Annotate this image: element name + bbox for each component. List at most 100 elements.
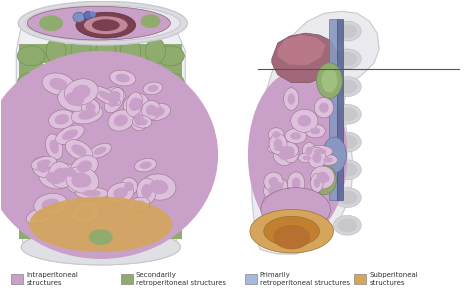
Ellipse shape bbox=[130, 108, 148, 131]
Ellipse shape bbox=[333, 215, 361, 235]
Ellipse shape bbox=[132, 115, 152, 128]
Ellipse shape bbox=[77, 206, 93, 218]
Ellipse shape bbox=[310, 166, 335, 189]
Ellipse shape bbox=[321, 171, 332, 186]
Ellipse shape bbox=[145, 103, 171, 120]
Ellipse shape bbox=[17, 73, 45, 93]
Ellipse shape bbox=[337, 52, 357, 66]
Text: Subperitoneal
structures: Subperitoneal structures bbox=[369, 272, 418, 285]
Ellipse shape bbox=[319, 103, 328, 113]
Ellipse shape bbox=[49, 162, 73, 188]
Ellipse shape bbox=[268, 186, 277, 196]
Text: Secondarily
retroperitoneal structures: Secondarily retroperitoneal structures bbox=[136, 272, 226, 285]
Ellipse shape bbox=[71, 201, 100, 224]
Ellipse shape bbox=[29, 197, 173, 252]
Ellipse shape bbox=[269, 134, 287, 154]
Ellipse shape bbox=[49, 78, 67, 90]
Ellipse shape bbox=[33, 210, 50, 220]
Ellipse shape bbox=[314, 97, 334, 118]
Ellipse shape bbox=[129, 98, 143, 111]
Ellipse shape bbox=[274, 182, 283, 190]
Ellipse shape bbox=[134, 113, 144, 126]
Ellipse shape bbox=[317, 172, 328, 183]
Ellipse shape bbox=[337, 80, 357, 94]
Ellipse shape bbox=[94, 147, 106, 155]
Ellipse shape bbox=[302, 156, 311, 160]
Ellipse shape bbox=[123, 93, 148, 116]
Ellipse shape bbox=[130, 97, 139, 111]
Text: Intraperitoneal
structures: Intraperitoneal structures bbox=[26, 272, 78, 285]
Ellipse shape bbox=[36, 159, 51, 167]
Ellipse shape bbox=[266, 199, 274, 207]
Polygon shape bbox=[278, 35, 326, 65]
Ellipse shape bbox=[55, 125, 84, 144]
Ellipse shape bbox=[337, 191, 357, 204]
Ellipse shape bbox=[274, 225, 310, 249]
Ellipse shape bbox=[27, 6, 170, 40]
Ellipse shape bbox=[302, 142, 316, 159]
Ellipse shape bbox=[116, 74, 130, 83]
Ellipse shape bbox=[65, 167, 93, 193]
Ellipse shape bbox=[337, 24, 357, 38]
Polygon shape bbox=[252, 11, 379, 254]
Ellipse shape bbox=[156, 180, 184, 200]
Ellipse shape bbox=[281, 146, 292, 154]
Ellipse shape bbox=[39, 167, 69, 189]
Ellipse shape bbox=[314, 178, 320, 188]
Ellipse shape bbox=[113, 187, 128, 199]
Ellipse shape bbox=[90, 11, 96, 17]
Ellipse shape bbox=[61, 167, 77, 177]
Ellipse shape bbox=[156, 100, 184, 119]
FancyBboxPatch shape bbox=[354, 274, 366, 284]
Ellipse shape bbox=[65, 167, 99, 193]
Ellipse shape bbox=[17, 180, 45, 200]
Ellipse shape bbox=[143, 82, 163, 95]
Ellipse shape bbox=[141, 174, 176, 200]
Ellipse shape bbox=[333, 160, 361, 180]
Ellipse shape bbox=[317, 63, 342, 98]
Ellipse shape bbox=[337, 135, 357, 149]
Ellipse shape bbox=[337, 218, 357, 232]
Ellipse shape bbox=[273, 131, 280, 138]
Ellipse shape bbox=[76, 12, 136, 38]
Polygon shape bbox=[19, 44, 182, 63]
Ellipse shape bbox=[273, 139, 283, 149]
Ellipse shape bbox=[72, 173, 87, 188]
Ellipse shape bbox=[128, 197, 149, 212]
Ellipse shape bbox=[49, 140, 59, 154]
Ellipse shape bbox=[98, 91, 114, 101]
Polygon shape bbox=[19, 46, 43, 239]
Ellipse shape bbox=[274, 146, 288, 151]
Ellipse shape bbox=[114, 115, 128, 126]
FancyBboxPatch shape bbox=[11, 274, 23, 284]
Ellipse shape bbox=[248, 71, 347, 239]
Ellipse shape bbox=[34, 193, 67, 216]
Ellipse shape bbox=[17, 126, 45, 146]
Ellipse shape bbox=[82, 99, 100, 116]
Ellipse shape bbox=[308, 148, 326, 168]
Ellipse shape bbox=[141, 14, 161, 28]
Ellipse shape bbox=[120, 178, 138, 195]
Ellipse shape bbox=[149, 180, 168, 194]
Ellipse shape bbox=[269, 177, 278, 187]
Ellipse shape bbox=[298, 153, 316, 163]
Ellipse shape bbox=[73, 173, 91, 187]
Polygon shape bbox=[272, 33, 337, 83]
Ellipse shape bbox=[312, 153, 321, 163]
Ellipse shape bbox=[151, 107, 165, 117]
Ellipse shape bbox=[26, 206, 57, 224]
Ellipse shape bbox=[298, 204, 312, 222]
Ellipse shape bbox=[49, 110, 75, 129]
Ellipse shape bbox=[139, 162, 152, 169]
Ellipse shape bbox=[264, 216, 319, 246]
Ellipse shape bbox=[333, 49, 361, 69]
Ellipse shape bbox=[64, 79, 98, 105]
Ellipse shape bbox=[18, 1, 187, 45]
Ellipse shape bbox=[285, 128, 307, 144]
Ellipse shape bbox=[83, 190, 101, 196]
Ellipse shape bbox=[110, 70, 136, 86]
Ellipse shape bbox=[46, 172, 62, 184]
Ellipse shape bbox=[92, 86, 120, 105]
Ellipse shape bbox=[89, 143, 111, 158]
Ellipse shape bbox=[55, 114, 69, 125]
